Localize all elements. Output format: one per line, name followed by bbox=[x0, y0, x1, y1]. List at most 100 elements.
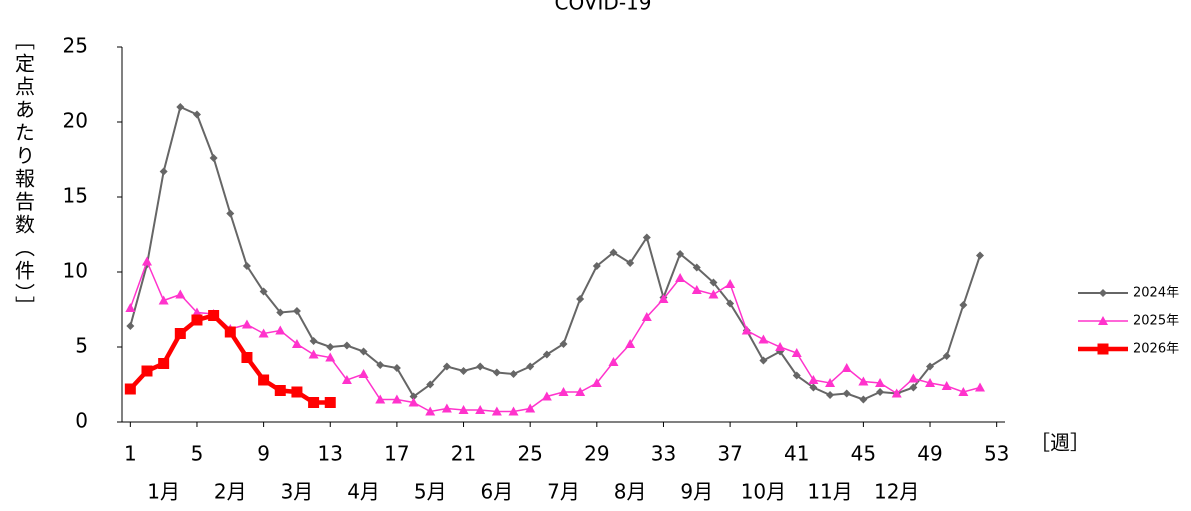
point bbox=[592, 262, 601, 270]
point bbox=[775, 342, 786, 351]
point bbox=[258, 374, 270, 386]
point bbox=[975, 382, 986, 392]
point bbox=[791, 348, 802, 357]
point bbox=[226, 209, 235, 218]
point bbox=[459, 367, 468, 375]
point bbox=[692, 263, 701, 272]
point bbox=[559, 340, 568, 348]
point bbox=[926, 362, 935, 371]
series-line bbox=[129, 259, 981, 413]
point bbox=[158, 358, 170, 369]
point bbox=[858, 376, 869, 386]
point bbox=[408, 397, 419, 407]
point bbox=[826, 391, 835, 399]
x-tick-label: 41 bbox=[784, 442, 809, 466]
point bbox=[409, 392, 418, 401]
chart-title: COVID-19 bbox=[554, 0, 651, 15]
legend-label: 2024年 bbox=[1133, 286, 1179, 301]
point bbox=[841, 363, 852, 372]
x-tick-label: 49 bbox=[917, 442, 942, 466]
point bbox=[141, 256, 152, 266]
point bbox=[208, 310, 220, 321]
x-tick-label: 17 bbox=[384, 442, 409, 466]
month-label: 2月 bbox=[214, 480, 247, 504]
point bbox=[375, 394, 386, 404]
point bbox=[174, 328, 186, 339]
series-line bbox=[129, 105, 981, 401]
x-tick-label: 53 bbox=[984, 442, 1009, 466]
point bbox=[642, 233, 651, 242]
point bbox=[191, 307, 202, 317]
point bbox=[241, 352, 253, 363]
point bbox=[508, 406, 519, 416]
point bbox=[726, 299, 735, 308]
point bbox=[159, 167, 168, 176]
point bbox=[476, 362, 485, 371]
y-axis-label: ［定点あたり報告数（件）］ bbox=[12, 30, 36, 319]
point bbox=[709, 278, 718, 287]
point bbox=[908, 373, 919, 383]
point bbox=[391, 394, 402, 404]
point bbox=[425, 406, 436, 416]
point bbox=[275, 325, 286, 335]
point bbox=[691, 285, 702, 294]
point bbox=[658, 294, 669, 303]
point bbox=[326, 343, 335, 351]
point bbox=[708, 289, 719, 299]
point bbox=[792, 371, 801, 380]
point bbox=[525, 403, 536, 413]
month-label: 1月 bbox=[147, 480, 180, 504]
point bbox=[175, 289, 186, 299]
month-label: 8月 bbox=[614, 480, 647, 504]
point bbox=[976, 251, 985, 260]
point bbox=[526, 362, 535, 371]
point bbox=[959, 301, 968, 309]
x-tick-label: 37 bbox=[717, 442, 742, 466]
point bbox=[492, 368, 501, 377]
point bbox=[625, 339, 636, 348]
x-tick-label: 25 bbox=[517, 442, 542, 466]
month-label: 4月 bbox=[347, 480, 380, 504]
point bbox=[258, 328, 269, 338]
point bbox=[358, 369, 369, 378]
month-label: 10月 bbox=[741, 480, 786, 504]
month-label: 3月 bbox=[281, 480, 314, 504]
point bbox=[291, 339, 302, 348]
point bbox=[125, 303, 136, 312]
point bbox=[1099, 289, 1107, 297]
y-tick-label: 10 bbox=[63, 259, 88, 283]
point bbox=[242, 262, 251, 270]
y-tick-label: 0 bbox=[75, 409, 88, 433]
point bbox=[141, 365, 153, 377]
point bbox=[741, 325, 752, 335]
x-axis-label: ［週］ bbox=[1030, 431, 1090, 455]
point bbox=[509, 370, 518, 378]
point bbox=[591, 378, 602, 387]
point bbox=[224, 326, 236, 338]
point bbox=[191, 314, 203, 326]
point bbox=[608, 357, 619, 366]
x-tick-label: 5 bbox=[191, 442, 204, 466]
point bbox=[274, 385, 286, 396]
point bbox=[1098, 316, 1108, 325]
point bbox=[575, 387, 586, 396]
point bbox=[291, 386, 303, 398]
point bbox=[126, 322, 135, 330]
point bbox=[259, 287, 268, 296]
month-label: 9月 bbox=[680, 480, 713, 504]
point bbox=[376, 361, 385, 369]
point bbox=[876, 388, 885, 396]
y-tick-label: 20 bbox=[63, 109, 88, 133]
point bbox=[609, 248, 618, 257]
x-tick-label: 1 bbox=[124, 442, 137, 466]
point bbox=[192, 110, 201, 119]
point bbox=[576, 295, 585, 303]
month-label: 6月 bbox=[480, 480, 513, 504]
point bbox=[909, 383, 918, 392]
x-tick-label: 33 bbox=[651, 442, 676, 466]
point bbox=[958, 387, 969, 396]
point bbox=[558, 387, 569, 396]
point bbox=[491, 406, 502, 416]
point bbox=[925, 378, 936, 387]
point bbox=[276, 308, 285, 317]
